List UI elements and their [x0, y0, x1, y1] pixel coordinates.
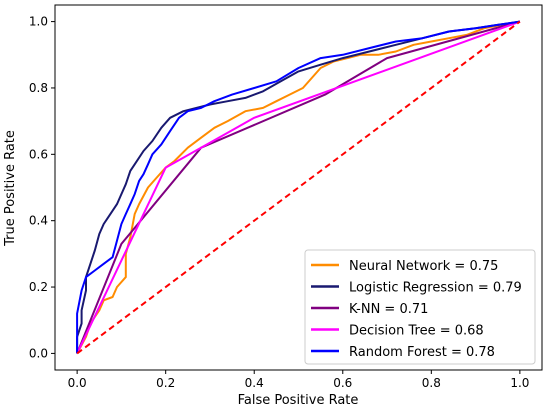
plot-frame	[54, 4, 543, 371]
series-line-4	[76, 20, 521, 354]
x-tick-label: 0.8	[422, 376, 441, 390]
x-tick-label: 0.0	[68, 376, 87, 390]
y-tick-label: 1.0	[29, 15, 48, 29]
legend-box	[304, 249, 536, 365]
x-tick-label: 0.2	[156, 376, 175, 390]
y-axis-title: True Positive Rate	[3, 130, 18, 247]
series-line-3	[76, 20, 521, 354]
x-axis-title: False Positive Rate	[238, 393, 359, 408]
reference-layer	[76, 20, 521, 355]
y-tick-label: 0.2	[29, 280, 48, 294]
legend-label-1: Neural Network = 0.75	[349, 259, 498, 274]
y-tick-label: 0.4	[29, 214, 48, 228]
legend-label-2: Logistic Regression = 0.79	[349, 281, 522, 296]
x-axis-ticks: 0.0 0.2 0.4 0.6 0.8 1.0	[68, 370, 529, 390]
chance-reference-line	[76, 20, 521, 355]
legend: Neural Network = 0.75 Logistic Regression…	[304, 249, 536, 365]
y-tick-label: 0.0	[29, 346, 48, 360]
y-tick-label: 0.6	[29, 147, 48, 161]
x-tick-label: 1.0	[510, 376, 529, 390]
x-tick-label: 0.4	[245, 376, 264, 390]
y-axis-ticks: 0.0 0.2 0.4 0.6 0.8 1.0	[29, 15, 55, 360]
series-line-2	[76, 20, 521, 354]
x-tick-label: 0.6	[333, 376, 352, 390]
legend-label-3: K-NN = 0.71	[349, 302, 428, 317]
series-line-5	[76, 20, 521, 354]
series-layer	[76, 20, 521, 354]
series-line-1	[76, 20, 521, 354]
legend-label-4: Decision Tree = 0.68	[349, 324, 484, 339]
legend-label-5: Random Forest = 0.78	[349, 345, 495, 360]
y-tick-label: 0.8	[29, 81, 48, 95]
